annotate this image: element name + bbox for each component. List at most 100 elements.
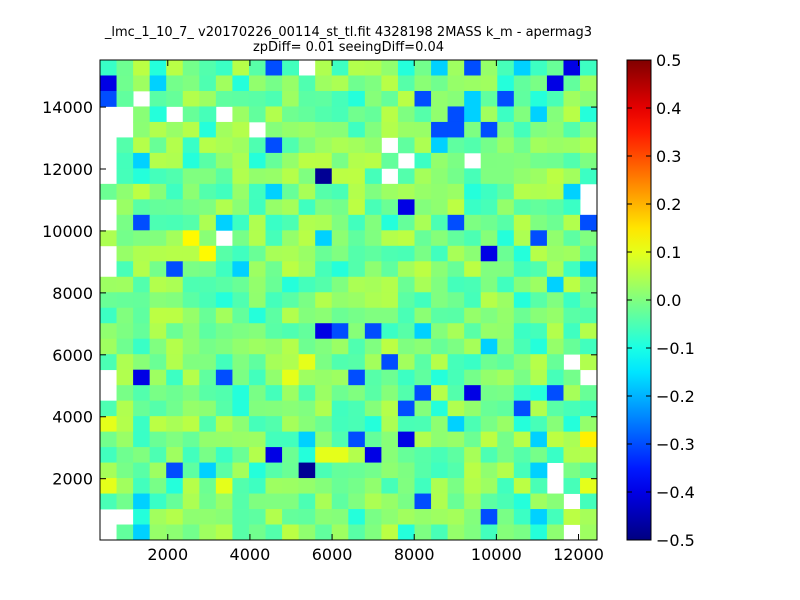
heatmap-cell xyxy=(282,292,300,309)
heatmap-cell xyxy=(364,261,382,278)
heatmap-cell xyxy=(480,354,498,371)
heatmap-cell xyxy=(232,307,250,324)
heatmap-cell xyxy=(364,152,382,169)
heatmap-cell xyxy=(563,106,581,123)
heatmap-cell xyxy=(265,385,283,402)
heatmap-cell xyxy=(348,199,366,216)
heatmap-cell xyxy=(414,230,432,247)
heatmap-cell xyxy=(215,214,233,231)
heatmap-cell xyxy=(149,214,167,231)
heatmap-cell xyxy=(431,338,449,355)
heatmap-cell xyxy=(232,152,250,169)
heatmap-cell xyxy=(199,385,217,402)
heatmap-cell xyxy=(414,137,432,154)
heatmap-cell xyxy=(116,478,134,494)
heatmap-cell xyxy=(298,338,316,355)
heatmap-cell xyxy=(149,524,167,541)
heatmap-cell xyxy=(381,400,399,417)
heatmap-cell xyxy=(464,369,482,386)
heatmap-cell xyxy=(265,106,283,123)
heatmap-cell xyxy=(480,416,498,433)
heatmap-cell xyxy=(381,245,399,262)
heatmap-cell xyxy=(580,75,597,92)
heatmap-cell xyxy=(149,261,167,278)
heatmap-cell xyxy=(182,121,200,138)
heatmap-cell xyxy=(580,261,597,278)
heatmap-cell xyxy=(100,400,117,417)
heatmap-cell xyxy=(480,60,498,76)
heatmap-cell xyxy=(431,385,449,402)
heatmap-cell xyxy=(282,493,300,510)
heatmap-cell xyxy=(116,90,134,107)
heatmap-cell xyxy=(199,60,217,76)
heatmap-cell xyxy=(563,75,581,92)
heatmap-cell xyxy=(215,338,233,355)
heatmap-cell xyxy=(182,447,200,463)
heatmap-cell xyxy=(431,168,449,185)
heatmap-cell xyxy=(414,338,432,355)
heatmap-cell xyxy=(497,137,515,154)
heatmap-cell xyxy=(414,245,432,262)
heatmap-cell xyxy=(298,369,316,386)
heatmap-cell xyxy=(348,431,366,448)
heatmap-cell xyxy=(331,493,349,510)
heatmap-cell xyxy=(563,121,581,138)
heatmap-cell xyxy=(215,431,233,448)
heatmap-cell xyxy=(265,524,283,541)
heatmap-cell xyxy=(149,121,167,138)
heatmap-cell xyxy=(215,493,233,510)
heatmap-cell xyxy=(199,121,217,138)
heatmap-cell xyxy=(298,354,316,371)
heatmap-cell xyxy=(447,431,465,448)
heatmap-cell xyxy=(530,183,548,200)
heatmap-cell xyxy=(315,245,333,262)
heatmap-cell xyxy=(580,416,597,433)
heatmap-cell xyxy=(397,338,415,355)
heatmap-cell xyxy=(282,75,300,92)
heatmap-cell xyxy=(364,75,382,92)
heatmap-cell xyxy=(381,230,399,247)
heatmap-cell xyxy=(513,323,531,340)
heatmap-cell xyxy=(215,137,233,154)
heatmap-cell xyxy=(348,276,366,293)
heatmap-cell xyxy=(464,292,482,309)
heatmap-cell xyxy=(414,121,432,138)
heatmap-cell xyxy=(315,400,333,417)
heatmap-cell xyxy=(331,354,349,371)
heatmap-cell xyxy=(149,385,167,402)
heatmap-cell xyxy=(199,493,217,510)
heatmap-cell xyxy=(414,524,432,541)
heatmap-cell xyxy=(546,323,564,340)
heatmap-cell xyxy=(182,183,200,200)
heatmap-cell xyxy=(215,478,233,494)
heatmap-cell xyxy=(563,292,581,309)
heatmap-cell xyxy=(364,493,382,510)
heatmap-cell xyxy=(447,90,465,107)
heatmap-cell xyxy=(563,183,581,200)
heatmap-cell xyxy=(331,137,349,154)
heatmap-cell xyxy=(282,276,300,293)
heatmap-cell xyxy=(563,509,581,525)
heatmap-cell xyxy=(513,354,531,371)
heatmap-cell xyxy=(248,214,266,231)
heatmap-cell xyxy=(298,447,316,463)
heatmap-cell xyxy=(513,121,531,138)
heatmap-cell xyxy=(248,493,266,510)
heatmap-cell xyxy=(166,416,184,433)
heatmap-cell xyxy=(248,338,266,355)
heatmap-cell xyxy=(116,168,134,185)
heatmap-cell xyxy=(513,60,531,76)
heatmap-cell xyxy=(414,416,432,433)
plot-frame xyxy=(99,59,598,541)
heatmap-cell xyxy=(265,199,283,216)
heatmap-cell xyxy=(530,60,548,76)
heatmap-cell xyxy=(546,199,564,216)
heatmap-cell xyxy=(166,137,184,154)
heatmap-cell xyxy=(464,90,482,107)
heatmap-cell xyxy=(232,168,250,185)
heatmap-cell xyxy=(182,354,200,371)
heatmap-cell xyxy=(265,338,283,355)
heatmap-cell xyxy=(133,478,151,494)
x-tick-label: 2000 xyxy=(147,545,188,564)
